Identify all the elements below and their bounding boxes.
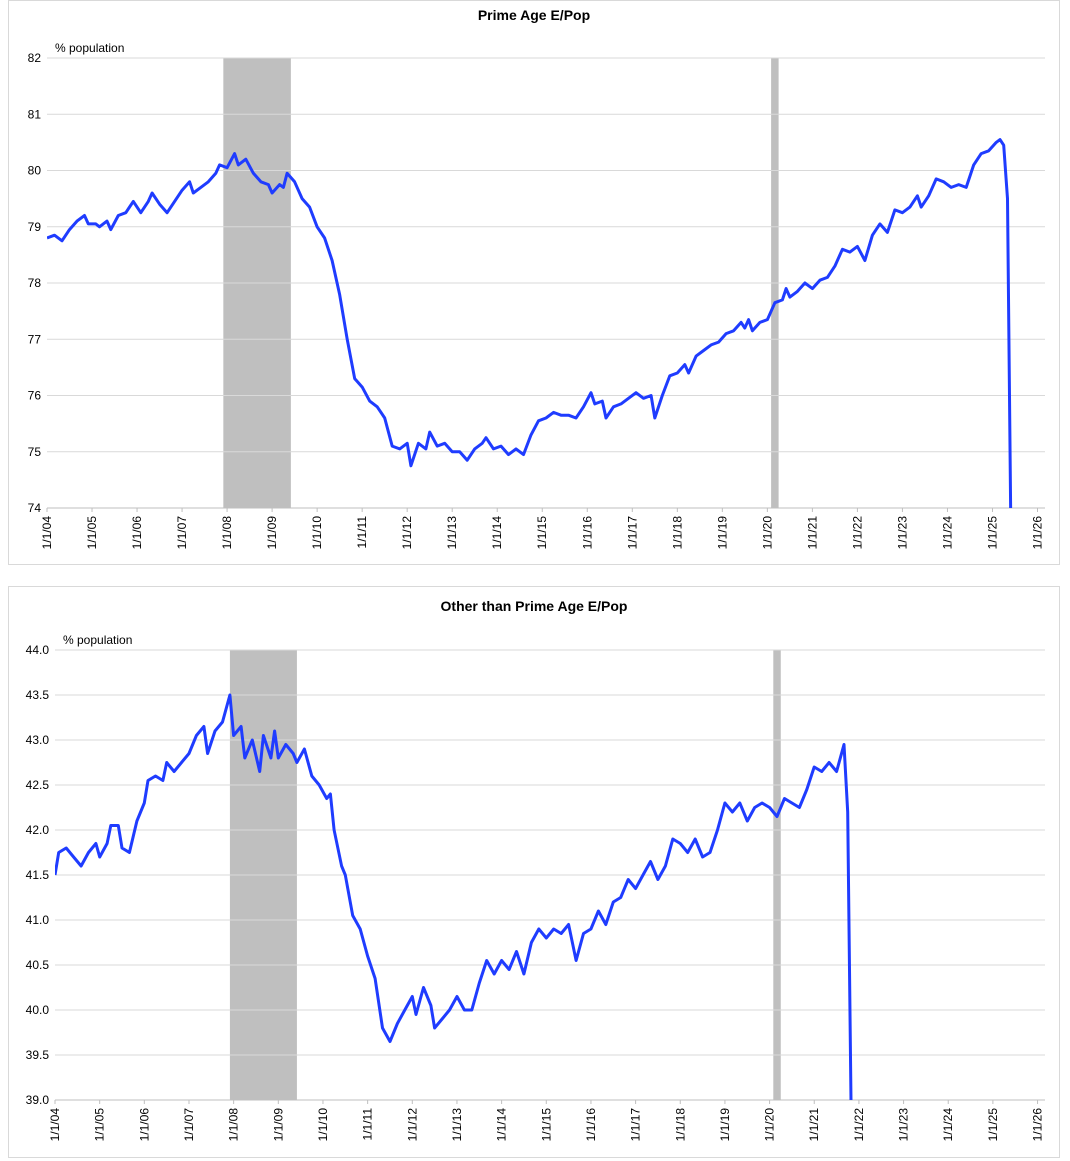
x-tick-label: 1/1/06 — [130, 516, 144, 550]
x-tick-label: 1/1/04 — [48, 1108, 62, 1142]
series-line-prime-age — [47, 138, 1013, 508]
x-tick-label: 1/1/19 — [715, 516, 729, 550]
y-tick-label: 42.0 — [26, 823, 50, 837]
y-tick-label: 39.0 — [26, 1093, 50, 1107]
y-tick-label: 39.5 — [26, 1048, 50, 1062]
chart-title: Prime Age E/Pop — [478, 7, 590, 23]
x-tick-label: 1/1/18 — [673, 1108, 687, 1142]
y-tick-label: 44.0 — [26, 643, 50, 657]
y-tick-label: 43.0 — [26, 733, 50, 747]
y-tick-label: 76 — [28, 389, 42, 403]
x-tick-label: 1/1/21 — [805, 516, 819, 550]
x-tick-label: 1/1/26 — [1030, 516, 1044, 550]
x-tick-label: 1/1/05 — [93, 1108, 107, 1142]
chart-other-than-prime-age-svg: Other than Prime Age E/Pop % population 39… — [26, 598, 1045, 1142]
x-tick-label: 1/1/07 — [182, 1108, 196, 1142]
y-tick-label: 74 — [28, 501, 42, 515]
y-tick-label: 77 — [28, 332, 42, 346]
x-tick-label: 1/1/23 — [897, 1108, 911, 1142]
x-tick-label: 1/1/11 — [355, 516, 369, 549]
x-tick-label: 1/1/05 — [85, 516, 99, 550]
y-tick-label: 41.5 — [26, 868, 50, 882]
x-tick-label: 1/1/09 — [265, 516, 279, 550]
x-tick-label: 1/1/07 — [175, 516, 189, 550]
x-tick-label: 1/1/25 — [985, 516, 999, 550]
x-tick-label: 1/1/14 — [495, 1108, 509, 1142]
x-tick-label: 1/1/12 — [405, 1108, 419, 1142]
y-tick-label: 75 — [28, 445, 42, 459]
x-tick-label: 1/1/14 — [490, 516, 504, 550]
x-tick-label: 1/1/17 — [625, 516, 639, 550]
y-tick-label: 82 — [28, 51, 42, 65]
x-tick-label: 1/1/09 — [271, 1108, 285, 1142]
x-tick-label: 1/1/17 — [629, 1108, 643, 1142]
x-tick-label: 1/1/24 — [941, 1108, 955, 1142]
chart-prime-age-svg: Prime Age E/Pop % population 74 75 76 77 78 79 8… — [28, 7, 1045, 550]
x-tick-label: 1/1/22 — [852, 1108, 866, 1142]
chart-panel-prime-age: Prime Age E/Pop % population 74 75 76 77 78 79 8… — [8, 0, 1060, 565]
y-tick-label: 81 — [28, 107, 42, 121]
y-tick-label: 40.0 — [26, 1003, 50, 1017]
y-tick-label: 40.5 — [26, 958, 50, 972]
x-tick-label: 1/1/10 — [310, 516, 324, 550]
y-tick-label: 43.5 — [26, 688, 50, 702]
x-tick-label: 1/1/08 — [220, 516, 234, 550]
x-tick-label: 1/1/26 — [1031, 1108, 1045, 1142]
x-tick-label: 1/1/20 — [763, 1108, 777, 1142]
x-tick-label: 1/1/04 — [40, 516, 54, 550]
x-tick-label: 1/1/16 — [580, 516, 594, 550]
y-tick-label: 79 — [28, 220, 42, 234]
x-tick-label: 1/1/10 — [316, 1108, 330, 1142]
x-tick-label: 1/1/08 — [227, 1108, 241, 1142]
x-tick-label: 1/1/15 — [539, 1108, 553, 1142]
x-tick-label: 1/1/24 — [940, 516, 954, 550]
x-tick-label: 1/1/16 — [584, 1108, 598, 1142]
y-axis-unit-label: % population — [63, 633, 132, 647]
y-tick-label: 41.0 — [26, 913, 50, 927]
y-axis-unit-label: % population — [55, 41, 124, 55]
x-tick-label: 1/1/21 — [807, 1108, 821, 1142]
x-tick-label: 1/1/12 — [400, 516, 414, 550]
x-tick-label: 1/1/20 — [760, 516, 774, 550]
y-tick-label: 80 — [28, 164, 42, 178]
x-tick-label: 1/1/25 — [986, 1108, 1000, 1142]
x-tick-label: 1/1/13 — [445, 516, 459, 550]
x-tick-label: 1/1/18 — [670, 516, 684, 550]
y-tick-label: 78 — [28, 276, 42, 290]
chart-panel-other-than-prime-age: Other than Prime Age E/Pop % population 39… — [8, 586, 1060, 1158]
series-line-other-than-prime-age — [55, 693, 853, 1100]
x-tick-label: 1/1/11 — [361, 1108, 375, 1141]
x-tick-label: 1/1/13 — [450, 1108, 464, 1142]
x-tick-label: 1/1/23 — [895, 516, 909, 550]
y-tick-label: 42.5 — [26, 778, 50, 792]
x-tick-label: 1/1/22 — [850, 516, 864, 550]
chart-title: Other than Prime Age E/Pop — [441, 598, 628, 614]
x-tick-label: 1/1/19 — [718, 1108, 732, 1142]
x-tick-label: 1/1/06 — [137, 1108, 151, 1142]
x-tick-label: 1/1/15 — [535, 516, 549, 550]
